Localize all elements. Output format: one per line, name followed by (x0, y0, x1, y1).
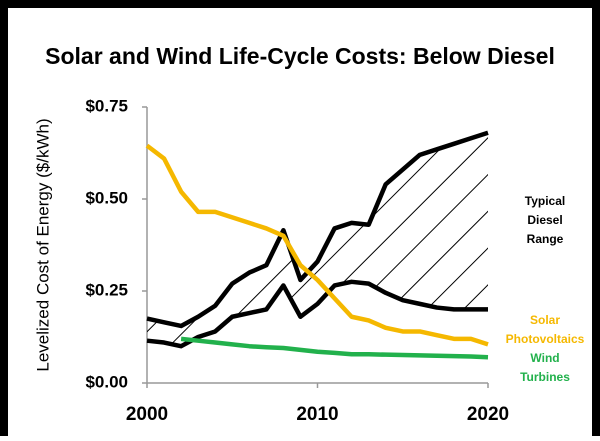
y-axis-label: Levelized Cost of Energy ($/kWh) (33, 118, 52, 371)
series-label: Solar Photovoltaics (505, 313, 585, 346)
y-tick-label: $0.50 (85, 188, 128, 207)
series-line (145, 143, 489, 347)
x-tick-label: 2010 (296, 404, 338, 425)
x-tick-label: 2000 (126, 404, 168, 425)
y-tick-label: $0.00 (85, 372, 128, 391)
x-tick-label: 2020 (467, 404, 509, 425)
y-tick-label: $0.25 (85, 280, 128, 299)
series-label: Wind Turbines (520, 351, 570, 384)
band-high-line (146, 130, 489, 329)
chart-title: Solar and Wind Life-Cycle Costs: Below D… (45, 43, 555, 69)
band-label: Typical Diesel Range (524, 194, 566, 246)
band-low-line (146, 279, 488, 349)
y-tick-label: $0.75 (85, 96, 128, 115)
band-fill (147, 132, 488, 347)
series-line (180, 336, 489, 360)
